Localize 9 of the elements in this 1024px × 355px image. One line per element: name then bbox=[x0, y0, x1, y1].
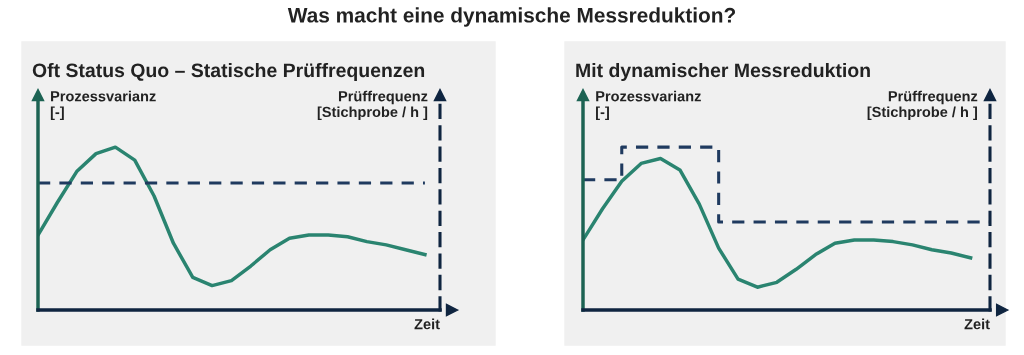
y-axis-title: Prozessvarianz [-] bbox=[50, 90, 156, 120]
chart-title: Oft Status Quo – Statische Prüffrequenzen bbox=[32, 62, 425, 82]
chart-title: Mit dynamischer Messreduktion bbox=[576, 62, 870, 82]
y2-axis-title: Prüffrequenz [Stichprobe / h ] bbox=[317, 90, 428, 120]
y-axis-title: Prozessvarianz [-] bbox=[596, 90, 701, 120]
x-axis-title: Zeit bbox=[964, 318, 990, 330]
y2-axis-title: Prüffrequenz [Stichprobe / h ] bbox=[867, 90, 978, 120]
text: Was macht eine dynamische Messreduktion? bbox=[287, 7, 736, 27]
x-axis-title: Zeit bbox=[414, 318, 440, 330]
